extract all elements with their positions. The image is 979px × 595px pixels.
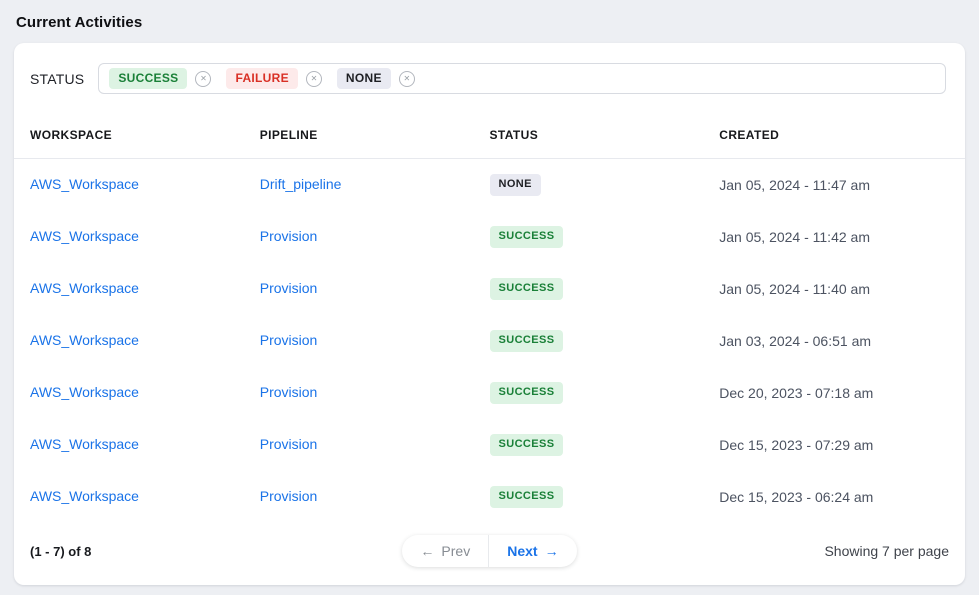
activities-card: STATUS SUCCESS ✕ FAILURE ✕ NONE ✕ WORKSP…: [14, 43, 965, 585]
table-row: AWS_Workspace Drift_pipeline NONE Jan 05…: [14, 159, 965, 211]
pipeline-link[interactable]: Provision: [259, 384, 318, 400]
status-badge: SUCCESS: [489, 486, 564, 508]
created-cell: Dec 20, 2023 - 07:18 am: [719, 385, 874, 401]
column-header-workspace: WORKSPACE: [30, 128, 113, 142]
table-row: AWS_Workspace Provision SUCCESS Dec 15, …: [14, 471, 965, 523]
filter-chip-none: NONE: [336, 68, 391, 89]
workspace-link[interactable]: AWS_Workspace: [30, 436, 139, 452]
status-filter-label: STATUS: [30, 70, 85, 87]
column-header-created: CREATED: [719, 128, 780, 142]
created-cell: Dec 15, 2023 - 07:29 am: [719, 437, 874, 453]
status-filter-input[interactable]: SUCCESS ✕ FAILURE ✕ NONE ✕: [98, 63, 946, 94]
workspace-link[interactable]: AWS_Workspace: [30, 228, 139, 244]
pipeline-link[interactable]: Provision: [259, 488, 318, 504]
table-row: AWS_Workspace Provision SUCCESS Jan 05, …: [14, 211, 965, 263]
table-header: WORKSPACE PIPELINE STATUS CREATED: [14, 94, 965, 159]
pipeline-link[interactable]: Provision: [259, 228, 318, 244]
none-chip-remove-icon[interactable]: ✕: [398, 70, 415, 87]
workspace-link[interactable]: AWS_Workspace: [30, 176, 139, 192]
pipeline-link[interactable]: Provision: [259, 436, 318, 452]
column-header-pipeline: PIPELINE: [259, 128, 318, 142]
status-badge: SUCCESS: [489, 226, 564, 248]
column-header-status: STATUS: [489, 128, 539, 142]
arrow-left-icon: ←: [420, 543, 435, 559]
filter-chip-none-group: NONE ✕: [336, 68, 415, 89]
status-badge: SUCCESS: [489, 330, 564, 352]
filter-chip-success-group: SUCCESS ✕: [109, 68, 212, 89]
workspace-link[interactable]: AWS_Workspace: [30, 280, 139, 296]
created-cell: Jan 03, 2024 - 06:51 am: [719, 333, 872, 349]
next-button[interactable]: Next →: [488, 535, 576, 567]
table-row: AWS_Workspace Provision SUCCESS Dec 15, …: [14, 419, 965, 471]
workspace-link[interactable]: AWS_Workspace: [30, 488, 139, 504]
per-page-text: Showing 7 per page: [824, 543, 949, 559]
filter-chip-failure: FAILURE: [226, 68, 298, 89]
filter-chip-failure-group: FAILURE ✕: [226, 68, 322, 89]
workspace-link[interactable]: AWS_Workspace: [30, 332, 139, 348]
pagination-footer: (1 - 7) of 8 ← Prev Next → Showing 7 per…: [14, 523, 965, 585]
status-filter-row: STATUS SUCCESS ✕ FAILURE ✕ NONE ✕: [14, 43, 965, 94]
pager: ← Prev Next →: [402, 535, 577, 567]
table-body: AWS_Workspace Drift_pipeline NONE Jan 05…: [14, 159, 965, 523]
pipeline-link[interactable]: Provision: [259, 280, 318, 296]
prev-label: Prev: [441, 543, 471, 559]
success-chip-remove-icon[interactable]: ✕: [195, 70, 212, 87]
table-row: AWS_Workspace Provision SUCCESS Dec 20, …: [14, 367, 965, 419]
status-badge: SUCCESS: [489, 382, 564, 404]
pipeline-link[interactable]: Drift_pipeline: [259, 176, 342, 192]
prev-button[interactable]: ← Prev: [402, 535, 488, 567]
arrow-right-icon: →: [544, 543, 559, 559]
table-row: AWS_Workspace Provision SUCCESS Jan 03, …: [14, 315, 965, 367]
status-badge: NONE: [489, 174, 541, 196]
pipeline-link[interactable]: Provision: [259, 332, 318, 348]
status-badge: SUCCESS: [489, 278, 564, 300]
failure-chip-remove-icon[interactable]: ✕: [305, 70, 322, 87]
workspace-link[interactable]: AWS_Workspace: [30, 384, 139, 400]
created-cell: Jan 05, 2024 - 11:42 am: [719, 229, 870, 245]
created-cell: Dec 15, 2023 - 06:24 am: [719, 489, 874, 505]
status-badge: SUCCESS: [489, 434, 564, 456]
page-title: Current Activities: [16, 14, 143, 31]
filter-chip-success: SUCCESS: [109, 68, 188, 89]
pagination-range: (1 - 7) of 8: [30, 543, 92, 559]
created-cell: Jan 05, 2024 - 11:47 am: [719, 177, 870, 193]
next-label: Next: [507, 543, 538, 559]
created-cell: Jan 05, 2024 - 11:40 am: [719, 281, 870, 297]
table-row: AWS_Workspace Provision SUCCESS Jan 05, …: [14, 263, 965, 315]
